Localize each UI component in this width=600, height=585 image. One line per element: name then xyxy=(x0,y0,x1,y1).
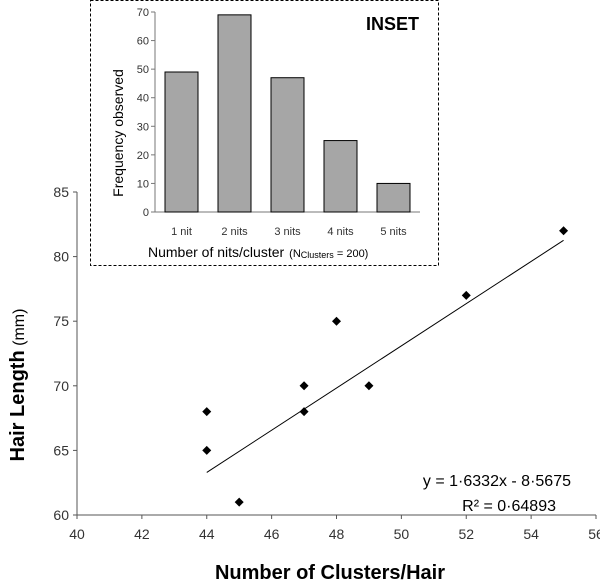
scatter-point xyxy=(461,290,471,300)
inset-bar xyxy=(217,14,252,213)
inset-y-tick-label: 50 xyxy=(137,64,149,76)
x-tick-label: 54 xyxy=(523,526,539,542)
x-tick-label: 48 xyxy=(329,526,345,542)
inset-bars xyxy=(164,14,411,213)
scatter-point xyxy=(332,316,341,326)
inset-y-tick-label: 0 xyxy=(143,207,149,219)
x-tick-label: 40 xyxy=(69,526,85,542)
y-tick-label: 80 xyxy=(53,249,69,265)
inset-title: INSET xyxy=(366,14,419,34)
inset-y-tick-label: 30 xyxy=(137,121,149,133)
inset-x-axis-note-prefix: (N xyxy=(289,248,301,260)
inset-y-tick-label: 20 xyxy=(137,150,149,162)
inset-y-tick-label: 10 xyxy=(137,178,149,190)
trendline-r2: R² = 0·64893 xyxy=(462,498,556,515)
inset-x-tick-label: 2 nits xyxy=(221,226,248,238)
scatter-axes xyxy=(73,191,597,519)
inset-x-tick-label: 1 nit xyxy=(171,226,192,238)
y-axis-title-main: Hair Length xyxy=(7,350,29,461)
scatter-point xyxy=(299,381,309,391)
inset-bar xyxy=(376,182,411,213)
y-tick-label: 60 xyxy=(53,507,69,523)
scatter-points xyxy=(202,226,569,507)
inset-x-tick-label: 4 nits xyxy=(327,226,354,238)
inset-x-axis-note-sub: Clusters xyxy=(301,250,335,260)
scatter-point xyxy=(299,407,309,417)
y-tick-label: 70 xyxy=(53,378,69,394)
x-tick-label: 44 xyxy=(199,526,215,542)
x-axis-title: Number of Clusters/Hair xyxy=(215,562,445,584)
inset-x-axis-note-suffix: = 200) xyxy=(334,248,369,260)
inset-x-tick-label: 3 nits xyxy=(274,226,301,238)
scatter-point xyxy=(202,407,212,417)
y-axis-title: Hair Length (mm) xyxy=(7,309,29,462)
trendline xyxy=(206,239,564,473)
x-tick-label: 52 xyxy=(458,526,474,542)
inset-bar xyxy=(164,71,199,213)
inset-bar xyxy=(323,140,358,213)
y-tick-label: 85 xyxy=(53,184,69,200)
inset-x-axis-title: Number of nits/cluster (NClusters = 200) xyxy=(148,244,368,260)
inset-y-axis-title: Frequency observed xyxy=(110,69,126,197)
inset-y-tick-label: 70 xyxy=(137,7,149,19)
inset-bar xyxy=(270,77,305,213)
x-tick-label: 50 xyxy=(394,526,410,542)
y-tick-label: 75 xyxy=(53,313,69,329)
inset-tick-labels: 0 10 20 30 40 50 60 70 1 nit 2 nits 3 nits 4 nits 5 … xyxy=(137,7,407,238)
scatter-point xyxy=(559,226,569,236)
inset-bar-chart: 0 10 20 30 40 50 60 70 1 nit 2 nits 3 nits 4 nits 5 … xyxy=(90,0,439,266)
y-tick-label: 65 xyxy=(53,442,69,458)
inset-x-tick-label: 5 nits xyxy=(380,226,407,238)
trendline-equation: y = 1·6332x - 8·5675 xyxy=(423,473,571,490)
scatter-point xyxy=(234,497,244,507)
x-tick-label: 46 xyxy=(264,526,280,542)
scatter-tick-labels: 60 65 70 75 80 85 40 42 44 46 48 50 52 54 56 xyxy=(53,184,600,542)
inset-y-tick-label: 60 xyxy=(137,36,149,48)
scatter-trendline xyxy=(206,239,564,473)
y-axis-title-unit: (mm) xyxy=(11,309,28,351)
inset-frame xyxy=(90,0,439,266)
scatter-point xyxy=(202,445,212,455)
x-tick-label: 42 xyxy=(134,526,150,542)
x-tick-label: 56 xyxy=(588,526,600,542)
inset-x-axis-title-main: Number of nits/cluster xyxy=(148,244,284,260)
inset-y-tick-label: 40 xyxy=(137,93,149,105)
scatter-point xyxy=(364,381,374,391)
